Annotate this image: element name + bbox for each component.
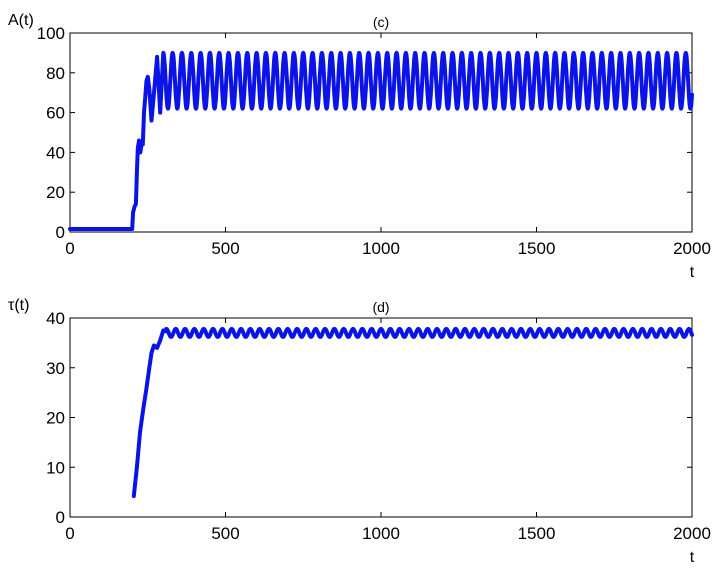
y-tick-label: 0: [56, 508, 65, 527]
axis-ticks: 0 500 1000 1500 2000 0 10 20 30 40: [46, 309, 711, 543]
y-tick-label: 20: [46, 183, 65, 202]
x-tick-label: 500: [211, 524, 239, 543]
x-tick-label: 1500: [518, 239, 556, 258]
x-tick-label: 2000: [673, 524, 711, 543]
x-tick-label: 0: [65, 524, 74, 543]
x-tick-label: 1000: [362, 524, 400, 543]
y-tick-label: 60: [46, 104, 65, 123]
x-axis-label: t: [690, 264, 695, 281]
chart-title: (d): [372, 299, 389, 315]
y-tick-label: 40: [46, 309, 65, 328]
axis-ticks: 0 500 1000 1500 2000 0 20 40 60 80 100: [37, 24, 711, 258]
series-line: [68, 50, 694, 231]
plot-frame: [69, 317, 693, 518]
y-tick-label: 30: [46, 359, 65, 378]
x-tick-label: 1500: [518, 524, 556, 543]
x-tick-label: 2000: [673, 239, 711, 258]
x-tick-label: 500: [211, 239, 239, 258]
y-tick-label: 0: [56, 223, 65, 242]
y-axis-label: τ(t): [8, 297, 29, 314]
y-tick-label: 40: [46, 143, 65, 162]
y-tick-label: 20: [46, 409, 65, 428]
y-tick-label: 80: [46, 64, 65, 83]
y-tick-label: 100: [37, 24, 65, 43]
chart-title: (c): [373, 14, 389, 30]
chart-panel-d: 0 500 1000 1500 2000 0 10 20 30 40 (d) τ(t) t: [8, 297, 711, 566]
x-tick-label: 1000: [362, 239, 400, 258]
y-tick-label: 10: [46, 458, 65, 477]
y-axis-label: A(t): [8, 12, 34, 29]
chart-panel-c: 0 500 1000 1500 2000 0 20 40 60 80 100 (c) A(t) t: [8, 12, 711, 281]
x-tick-label: 0: [65, 239, 74, 258]
series-line: [131, 326, 694, 499]
x-axis-label: t: [690, 549, 695, 566]
